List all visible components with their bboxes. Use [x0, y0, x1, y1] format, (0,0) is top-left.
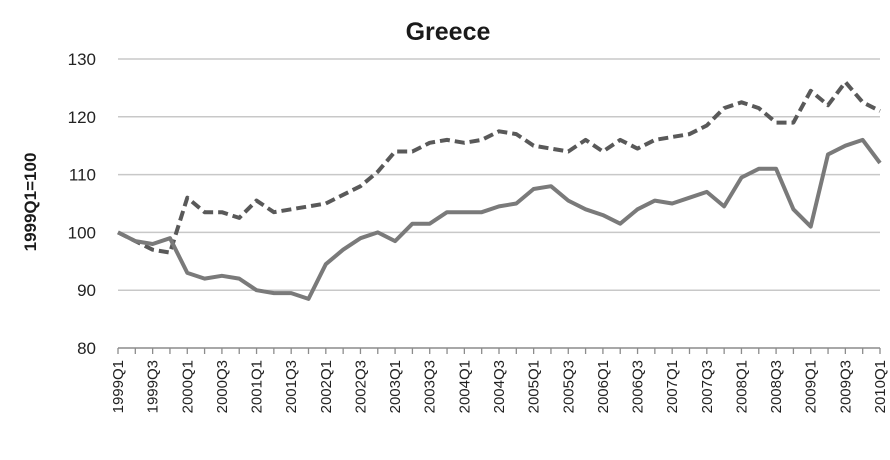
series-line-solid — [117, 137, 882, 301]
y-tick-label: 80 — [77, 339, 96, 358]
gridlines — [118, 58, 880, 291]
x-tick-label: 2004Q1 — [456, 360, 473, 413]
x-tick-labels: 1999Q1 1999Q3 2000Q1 2000Q3 2001Q1 2001Q3 2002… — [110, 360, 889, 413]
x-tick-label: 2000Q1 — [179, 360, 196, 413]
x-tick-label: 1999Q1 — [110, 360, 127, 413]
x-axis — [117, 347, 881, 354]
y-tick-label: 100 — [68, 223, 96, 242]
y-tick-labels: 80 90 100 110 120 130 — [68, 50, 96, 358]
x-tick-label: 2006Q1 — [595, 360, 612, 413]
series-lines — [117, 80, 882, 301]
x-tick-label: 2008Q3 — [768, 360, 785, 413]
x-tick-label: 2009Q3 — [837, 360, 854, 413]
y-tick-label: 130 — [68, 50, 96, 69]
x-tick-label: 2000Q3 — [214, 360, 231, 413]
x-tick-label: 2007Q3 — [699, 360, 716, 413]
y-tick-label: 120 — [68, 108, 96, 127]
x-tick-label: 2001Q1 — [249, 360, 266, 413]
x-tick-label: 2002Q3 — [352, 360, 369, 413]
x-tick-label: 2008Q1 — [733, 360, 750, 413]
x-tick-label: 1999Q3 — [145, 360, 162, 413]
x-tick-label: 2004Q3 — [491, 360, 508, 413]
x-tick-label: 2010Q1 — [872, 360, 889, 413]
x-tick-label: 2005Q1 — [526, 360, 543, 413]
x-tick-label: 2009Q1 — [803, 360, 820, 413]
x-tick-label: 2003Q1 — [387, 360, 404, 413]
x-tick-label: 2002Q1 — [318, 360, 335, 413]
series-line-dashed — [117, 80, 881, 255]
x-tick-label: 2001Q3 — [283, 360, 300, 413]
x-tick-label: 2005Q3 — [560, 360, 577, 413]
x-tick-label: 2003Q3 — [422, 360, 439, 413]
x-tick-label: 2007Q1 — [664, 360, 681, 413]
y-axis-label: 1999Q1=100 — [21, 153, 40, 252]
y-tick-label: 110 — [69, 166, 96, 185]
y-tick-label: 90 — [77, 281, 96, 300]
x-tick-label: 2006Q3 — [630, 360, 647, 413]
chart-title: Greece — [406, 18, 491, 46]
